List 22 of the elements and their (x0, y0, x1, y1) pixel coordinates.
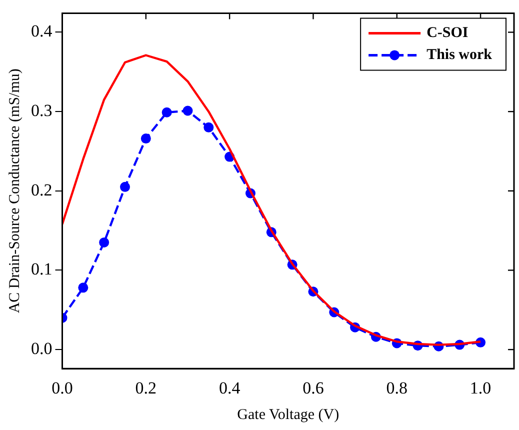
y-tick-label: 0.0 (31, 339, 52, 358)
x-tick-label: 1.0 (470, 378, 492, 398)
x-tick-label: 0.0 (52, 378, 73, 398)
legend-label: C-SOI (426, 25, 468, 42)
x-axis-title: Gate Voltage (V) (237, 406, 340, 423)
point (78, 282, 88, 293)
point (99, 237, 110, 248)
point (140, 134, 151, 144)
x-tick-label: 0.4 (218, 378, 241, 398)
point (204, 122, 214, 132)
y-tick-label: 0.1 (31, 260, 52, 279)
legend-label: This work (426, 47, 493, 64)
x-tick-label: 0.8 (386, 378, 408, 398)
y-tick-label: 0.2 (31, 180, 52, 200)
x-tick-label: 0.6 (302, 378, 324, 398)
y-axis-title: AC Drain-Source Conductance (mS/mu) (6, 68, 23, 314)
point (162, 107, 172, 118)
y-tick-label: 0.3 (31, 101, 52, 120)
y-tick-label: 0.4 (31, 22, 53, 41)
point (182, 106, 193, 116)
point (120, 182, 130, 192)
x-tick-label: 0.2 (135, 378, 157, 398)
